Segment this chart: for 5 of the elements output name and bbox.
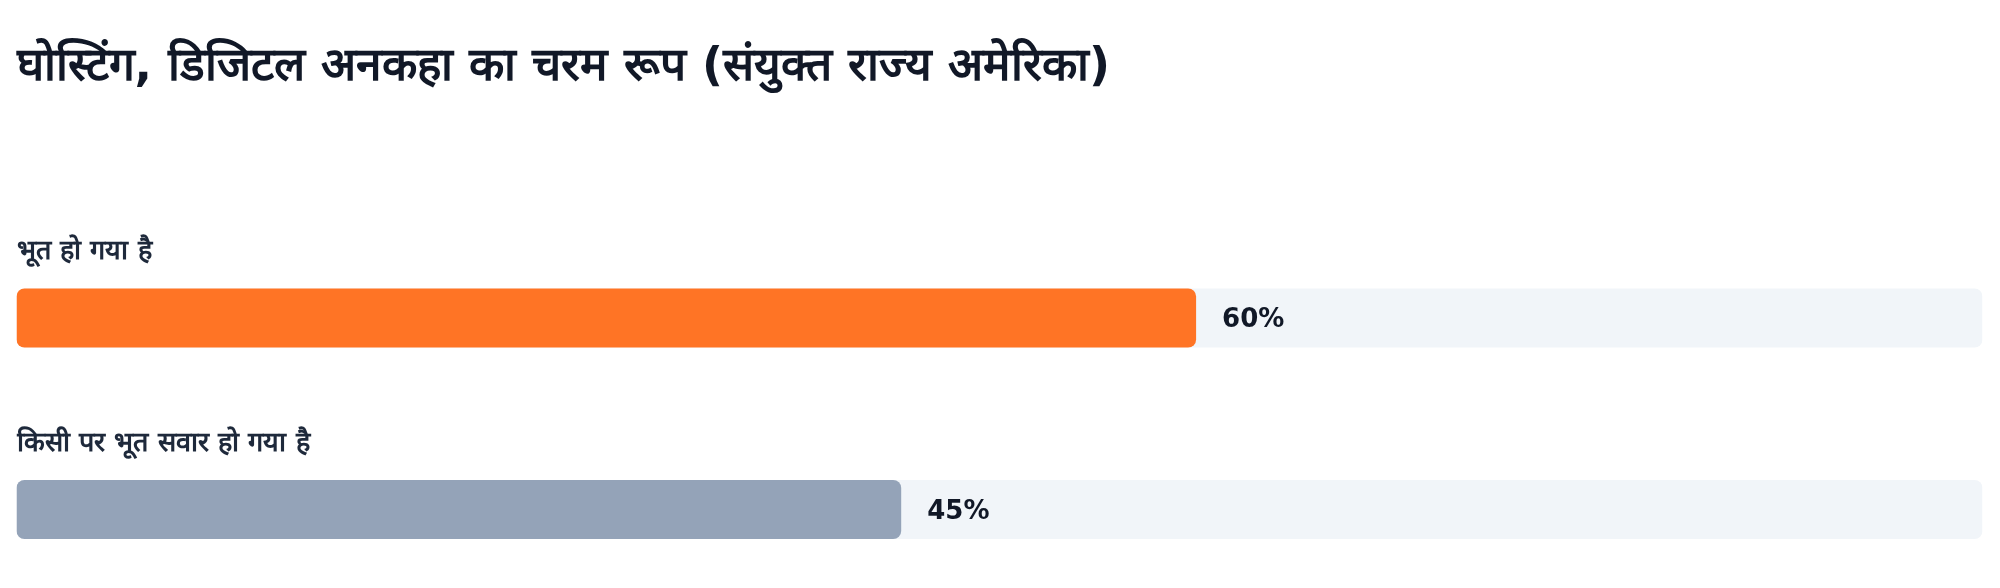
chart-title: घोस्टिंग, डिजिटल अनकहा का चरम रूप (संयुक्त राज्य अमेरिका) (15, 36, 1111, 94)
y-tick-label: किसी पर भूत सवार हो गया है (15, 425, 312, 460)
data-label: 45% (927, 494, 990, 525)
data-label: 60% (1222, 303, 1285, 333)
y-tick-label: भूत हो गया है (16, 234, 154, 268)
